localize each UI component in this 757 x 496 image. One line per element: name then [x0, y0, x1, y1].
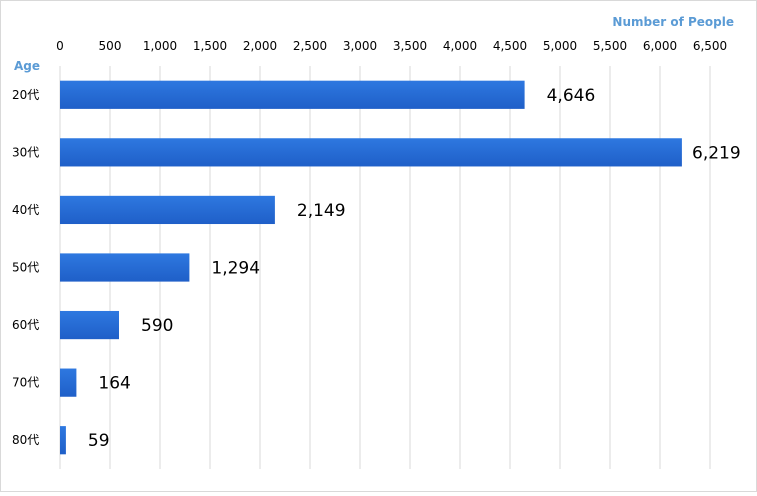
x-axis-ticks: 0 500 1,000 1,500 2,000 2,500 3,000 3,500 4,000 4…	[56, 39, 727, 53]
bar-value-label: 6,219	[692, 143, 741, 163]
y-category-label: 20代	[12, 88, 39, 102]
bar	[60, 253, 190, 282]
y-category-label: 80代	[12, 433, 39, 447]
bar-value-label: 4,646	[547, 86, 596, 106]
x-tick-label: 1,000	[143, 39, 177, 53]
data-labels: 4,646 6,219 2,149 1,294 590 164 59	[88, 86, 741, 451]
x-axis-title: Number of People	[612, 15, 734, 29]
bar-value-label: 590	[141, 316, 173, 336]
bar	[60, 310, 119, 340]
y-category-label: 70代	[12, 376, 39, 390]
bar	[60, 426, 66, 455]
y-axis-title: Age	[14, 59, 40, 73]
bars	[60, 80, 682, 455]
x-tick-label: 5,000	[543, 39, 577, 53]
bar	[60, 195, 275, 225]
bar-value-label: 2,149	[297, 201, 346, 221]
x-tick-label: 4,500	[493, 39, 527, 53]
bar	[60, 368, 77, 397]
y-category-label: 30代	[12, 145, 39, 159]
bar	[60, 138, 682, 167]
x-tick-label: 500	[99, 39, 122, 53]
x-tick-label: 2,000	[243, 39, 277, 53]
x-tick-label: 2,500	[293, 39, 327, 53]
bar-value-label: 59	[88, 431, 110, 451]
bar-value-label: 1,294	[211, 259, 260, 279]
x-tick-label: 1,500	[193, 39, 227, 53]
y-category-label: 50代	[12, 261, 39, 275]
y-axis-categories: 20代 30代 40代 50代 60代 70代 80代	[12, 88, 39, 447]
bar	[60, 80, 525, 109]
gridlines	[59, 66, 711, 469]
x-tick-label: 3,500	[393, 39, 427, 53]
x-tick-label: 6,500	[693, 39, 727, 53]
x-tick-label: 3,000	[343, 39, 377, 53]
y-category-label: 60代	[12, 318, 39, 332]
x-tick-label: 4,000	[443, 39, 477, 53]
bar-value-label: 164	[98, 374, 130, 394]
x-tick-label: 6,000	[643, 39, 677, 53]
x-tick-label: 5,500	[593, 39, 627, 53]
x-tick-label: 0	[56, 39, 64, 53]
y-category-label: 40代	[12, 203, 39, 217]
